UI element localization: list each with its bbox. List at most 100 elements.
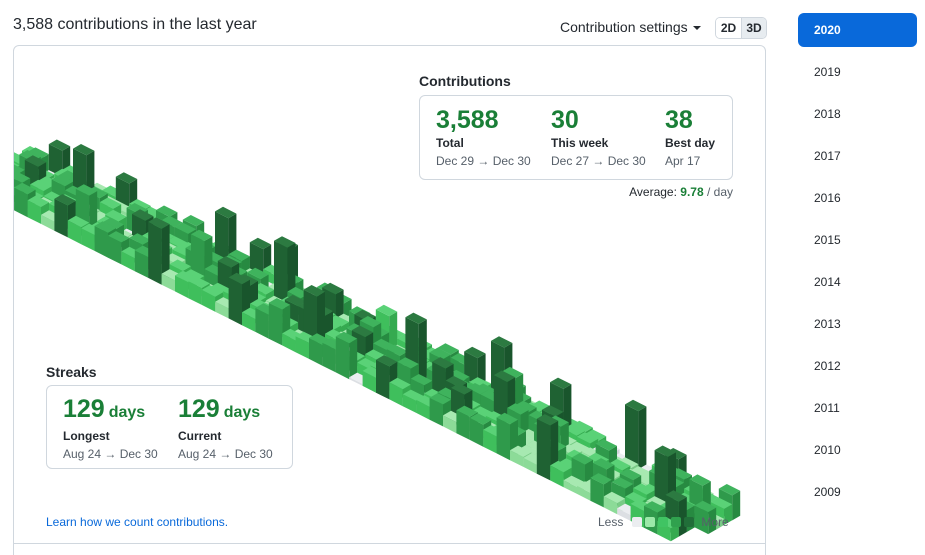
bar-top-face: [188, 276, 210, 288]
bar-top-face: [644, 501, 666, 513]
bar-front-face: [108, 235, 122, 265]
bar-front-face: [81, 228, 95, 251]
streaks-box: 129 days Longest Aug 24 → Dec 30 129 days …: [46, 385, 293, 469]
year-item-2011[interactable]: 2011: [814, 401, 840, 415]
bar-top-face: [630, 466, 652, 478]
bar-top-face: [405, 312, 427, 324]
bar-front-face: [255, 307, 269, 339]
bar-top-face: [718, 484, 741, 496]
bar-front-face: [496, 417, 510, 461]
bar-top-face: [175, 270, 197, 283]
bar-front-face: [510, 450, 524, 467]
bar-top-face: [14, 171, 31, 183]
year-item-2015[interactable]: 2015: [814, 233, 841, 247]
year-item-2016[interactable]: 2016: [814, 191, 841, 205]
average-label: Average:: [629, 185, 677, 199]
bar-front-face: [443, 415, 457, 434]
bar-top-face: [51, 174, 73, 187]
year-item-2019[interactable]: 2019: [814, 65, 841, 79]
average-value: 9.78: [680, 185, 704, 199]
bar-top-face: [75, 184, 98, 196]
year-item-2013[interactable]: 2013: [814, 317, 841, 331]
bar-front-face: [134, 250, 149, 278]
bar-top-face: [507, 403, 529, 415]
bar-top-face: [451, 383, 473, 395]
bar-top-face: [67, 215, 90, 228]
bar-top-face: [191, 229, 213, 241]
bar-top-face: [228, 249, 250, 261]
bar-top-face: [611, 477, 634, 489]
bar-top-face: [603, 491, 626, 504]
bar-front-face: [349, 377, 363, 386]
bar-front-face: [322, 342, 336, 373]
stat-total: 3,588 Total Dec 29 → Dec 30: [436, 106, 531, 168]
contribution-graph-panel: Contributions 3,588 Total Dec 29 → Dec 3…: [13, 45, 766, 555]
stat-week: 30 This week Dec 27 → Dec 30: [551, 106, 646, 168]
bar-top-face: [247, 267, 269, 280]
bar-front-face: [41, 214, 55, 231]
bar-top-face: [27, 195, 49, 207]
bar-top-face: [518, 445, 540, 457]
stat-total-value: 3,588: [436, 106, 499, 134]
streak-longest: 129 days Longest Aug 24 → Dec 30: [63, 394, 158, 461]
year-item-2020[interactable]: 2020: [798, 13, 917, 47]
bar-top-face: [161, 215, 183, 228]
bar-front-face: [550, 465, 564, 488]
bar-top-face: [386, 344, 408, 356]
bar-front-face: [429, 397, 443, 427]
bar-top-face: [274, 236, 296, 248]
year-item-2018[interactable]: 2018: [814, 107, 841, 121]
streak-current-range: Aug 24 → Dec 30: [178, 447, 273, 461]
bar-top-face: [550, 377, 572, 389]
toggle-3d-button[interactable]: 3D: [741, 18, 766, 38]
year-item-2012[interactable]: 2012: [814, 359, 841, 373]
bar-top-face: [467, 383, 489, 395]
stat-best-label: Best day: [665, 136, 716, 150]
bar-top-face: [249, 237, 272, 250]
bar-top-face: [27, 147, 49, 159]
bar-top-face: [14, 182, 36, 195]
contributions-stats-box: 3,588 Total Dec 29 → Dec 30 30 This week…: [419, 95, 733, 180]
bar-front-face: [362, 370, 376, 393]
stat-best-range: Apr 17: [665, 154, 701, 168]
bar-top-face: [469, 413, 492, 425]
year-list: 2020 2019 2018 2017 2016 2015 2014 2013 2012 2011…: [798, 13, 917, 517]
bar-top-face: [351, 325, 374, 337]
bar-front-face: [94, 225, 108, 258]
year-item-2009[interactable]: 2009: [814, 485, 841, 499]
bar-front-face: [469, 417, 484, 447]
bar-top-face: [510, 445, 532, 457]
bar-top-face: [402, 389, 425, 401]
year-item-2010[interactable]: 2010: [814, 443, 841, 457]
bar-side-face: [724, 504, 733, 525]
bar-front-face: [389, 382, 403, 407]
bar-top-face: [689, 474, 711, 486]
streak-current-unit: days: [223, 404, 261, 421]
bar-top-face: [437, 343, 459, 355]
bar-front-face: [54, 198, 68, 238]
year-item-2014[interactable]: 2014: [814, 275, 841, 289]
toggle-2d-button[interactable]: 2D: [716, 18, 741, 38]
streak-current: 129 days Current Aug 24 → Dec 30: [178, 394, 273, 461]
bar-front-face: [625, 404, 639, 474]
bar-top-face: [491, 336, 513, 348]
bar-front-face: [228, 277, 242, 326]
streak-longest-range: Aug 24 → Dec 30: [63, 447, 158, 461]
bar-top-face: [303, 285, 325, 297]
contribution-settings-dropdown[interactable]: Contribution settings: [560, 19, 701, 35]
bar-top-face: [584, 429, 607, 441]
bar-top-face: [284, 294, 307, 307]
learn-how-link[interactable]: Learn how we count contributions.: [46, 515, 229, 529]
bar-top-face: [464, 346, 486, 359]
bar-top-face: [375, 304, 398, 317]
bar-side-face: [708, 507, 717, 535]
stat-best-value: 38: [665, 106, 693, 134]
bar-side-face: [349, 338, 358, 380]
streak-current-value: 129 days: [178, 394, 273, 428]
bar-front-face: [536, 418, 551, 481]
bar-top-face: [335, 331, 358, 344]
year-item-2017[interactable]: 2017: [814, 149, 841, 163]
bar-top-face: [376, 355, 398, 367]
bar-top-face: [287, 286, 309, 299]
contributions-heading: Contributions: [419, 73, 511, 89]
